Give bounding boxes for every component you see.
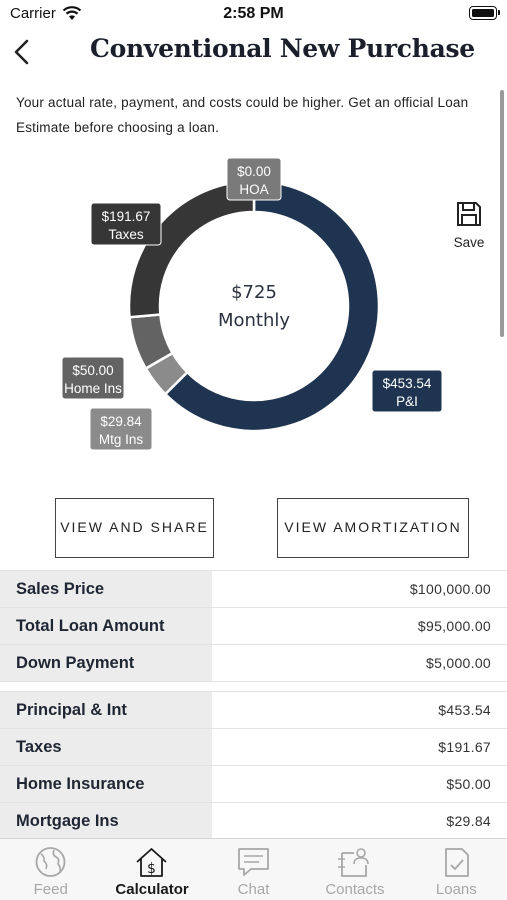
table-row-principal-int: Principal & Int $453.54 [0, 691, 507, 728]
callout-box-home-ins [61, 356, 125, 400]
callout-box-mtg-ins [89, 407, 153, 451]
tab-label: Contacts [325, 881, 385, 898]
save-button[interactable]: Save [450, 200, 488, 250]
save-label: Save [453, 235, 485, 250]
table-row-mortgage-ins: Mortgage Ins $29.84 [0, 802, 507, 839]
house-dollar-icon: $ [136, 848, 168, 877]
document-check-icon [444, 848, 469, 877]
row-value: $191.67 [438, 739, 491, 755]
tab-label: Chat [237, 881, 270, 898]
floppy-disk-icon [457, 202, 481, 226]
carrier-label: Carrier [10, 5, 56, 22]
callout-name-taxes: Taxes [108, 227, 144, 242]
tab-contacts[interactable]: Contacts [304, 839, 405, 900]
clock: 2:58 PM [223, 5, 284, 22]
row-value: $453.54 [438, 702, 491, 718]
table-row-total-loan-amount: Total Loan Amount $95,000.00 [0, 607, 507, 644]
tab-calculator[interactable]: $ Calculator [101, 839, 202, 900]
row-label: Home Insurance [0, 766, 212, 802]
table-row-sales-price: Sales Price $100,000.00 [0, 570, 507, 607]
scrollbar[interactable] [500, 90, 504, 337]
callout-name-mtg-ins: Mtg Ins [99, 432, 144, 447]
callout-value-hoa: $0.00 [237, 164, 271, 179]
callout-box-taxes [90, 202, 162, 246]
callout-value-home-ins: $50.00 [72, 363, 113, 378]
row-value: $95,000.00 [417, 618, 491, 634]
row-label: Taxes [0, 729, 212, 765]
chevron-left-icon[interactable] [10, 36, 34, 68]
row-label: Down Payment [0, 645, 212, 681]
monthly-amount: $725 [231, 282, 277, 303]
row-value: $29.84 [446, 813, 491, 829]
table-row-down-payment: Down Payment $5,000.00 [0, 644, 507, 681]
row-label: Total Loan Amount [0, 608, 212, 644]
monthly-label: Monthly [218, 310, 290, 331]
tab-label: Loans [435, 881, 477, 898]
table-row-home-insurance: Home Insurance $50.00 [0, 765, 507, 802]
donut-svg: $725 Monthly $453.54 P&I $29.84 Mtg Ins $50.00… [61, 157, 443, 451]
callout-name-p-i: P&I [396, 394, 418, 409]
callout-value-mtg-ins: $29.84 [100, 414, 142, 429]
row-label: Mortgage Ins [0, 803, 212, 839]
callout-box-hoa [226, 157, 282, 201]
row-value: $100,000.00 [409, 581, 491, 597]
nav-header: Conventional New Purchase [0, 28, 507, 76]
disclaimer-text: Your actual rate, payment, and costs cou… [16, 95, 469, 135]
row-label: Principal & Int [0, 692, 212, 728]
globe-icon [35, 847, 66, 877]
svg-text:$: $ [147, 861, 156, 877]
row-label: Sales Price [0, 571, 212, 607]
callout-box-p-i [371, 369, 443, 413]
section-divider [0, 681, 507, 691]
callout-name-home-ins: Home Ins [64, 381, 122, 396]
status-bar: Carrier 2:58 PM [0, 0, 507, 28]
tab-label: Feed [33, 881, 68, 898]
chat-bubble-icon [237, 848, 269, 876]
tab-bar: Feed $ Calculator Chat Contacts Loans [0, 838, 507, 900]
battery-icon [469, 6, 500, 20]
loan-details-table: Sales Price $100,000.00 Total Loan Amoun… [0, 570, 507, 839]
tab-feed[interactable]: Feed [0, 839, 101, 900]
view-and-share-button[interactable]: VIEW AND SHARE [55, 498, 214, 558]
contacts-icon [338, 848, 370, 877]
table-row-taxes: Taxes $191.67 [0, 728, 507, 765]
page-title: Conventional New Purchase [90, 34, 475, 63]
row-value: $50.00 [446, 776, 491, 792]
tab-chat[interactable]: Chat [203, 839, 304, 900]
donut-slice-p-i[interactable] [163, 179, 381, 433]
row-value: $5,000.00 [426, 655, 491, 671]
callout-value-p-i: $453.54 [383, 376, 432, 391]
callout-value-taxes: $191.67 [102, 209, 151, 224]
payment-donut-chart: $725 Monthly $453.54 P&I $29.84 Mtg Ins $50.00… [0, 150, 507, 470]
callout-name-hoa: HOA [239, 182, 268, 197]
tab-loans[interactable]: Loans [406, 839, 507, 900]
view-amortization-button[interactable]: VIEW AMORTIZATION [277, 498, 469, 558]
wifi-icon [62, 6, 82, 20]
tab-label: Calculator [115, 881, 189, 898]
